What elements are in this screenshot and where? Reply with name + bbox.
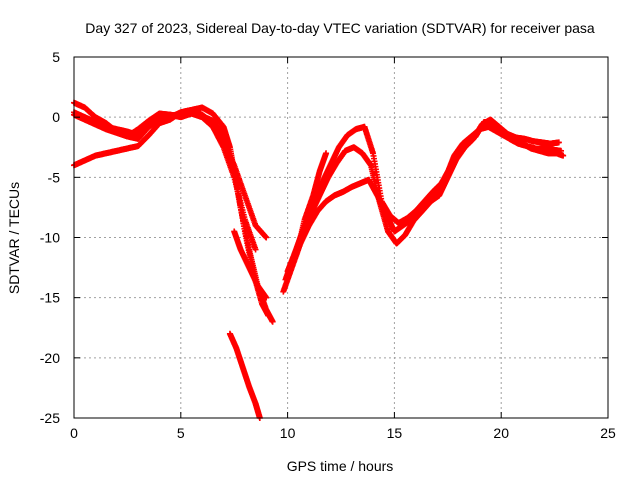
series-track-6 <box>231 228 270 301</box>
y-tick-label: -5 <box>48 169 61 185</box>
x-tick-label: 5 <box>177 425 185 441</box>
y-tick-label: -15 <box>40 290 60 306</box>
data-point <box>263 234 270 241</box>
x-tick-label: 20 <box>493 425 509 441</box>
x-tick-label: 10 <box>280 425 296 441</box>
data-point <box>555 139 562 146</box>
y-tick-label: -20 <box>40 350 60 366</box>
x-axis-label: GPS time / hours <box>287 458 394 474</box>
y-tick-label: -10 <box>40 230 60 246</box>
series-track-10 <box>293 150 330 259</box>
data-point <box>323 150 330 157</box>
chart-title: Day 327 of 2023, Sidereal Day-to-day VTE… <box>85 20 595 36</box>
data-point <box>263 294 270 301</box>
data-series <box>71 99 567 421</box>
x-tick-label: 25 <box>600 425 616 441</box>
data-point <box>560 152 567 159</box>
series-track-5 <box>226 330 263 421</box>
data-point <box>252 246 259 253</box>
axis-ticks: 0 5 10 15 20 25 5 0 -5 -10 -15 -20 -25 <box>40 49 616 441</box>
series-track-4 <box>71 106 270 241</box>
data-point <box>558 147 565 154</box>
grid-lines <box>74 57 608 418</box>
data-point <box>269 318 276 325</box>
y-tick-label: -25 <box>40 410 60 426</box>
y-tick-label: 0 <box>52 109 60 125</box>
y-tick-label: 5 <box>52 49 60 65</box>
series-track-3 <box>71 99 259 253</box>
y-axis-label: SDTVAR / TECUs <box>6 182 22 294</box>
x-tick-label: 15 <box>387 425 403 441</box>
data-point <box>265 312 272 319</box>
x-tick-label: 0 <box>70 425 78 441</box>
